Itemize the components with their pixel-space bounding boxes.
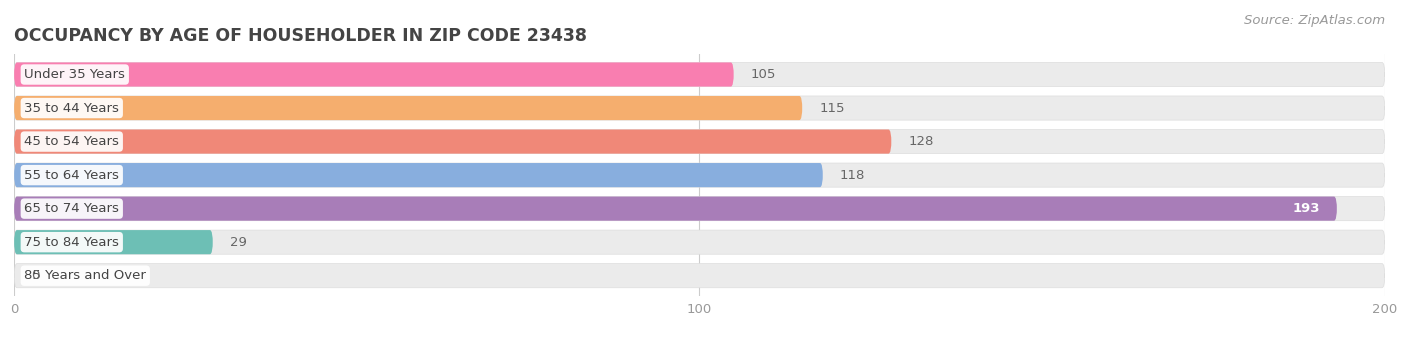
Text: 45 to 54 Years: 45 to 54 Years — [24, 135, 120, 148]
Text: 193: 193 — [1292, 202, 1320, 215]
Text: 29: 29 — [231, 236, 247, 249]
FancyBboxPatch shape — [14, 264, 1385, 288]
Text: 118: 118 — [839, 169, 865, 182]
FancyBboxPatch shape — [14, 130, 891, 154]
Text: 128: 128 — [908, 135, 934, 148]
FancyBboxPatch shape — [14, 197, 1337, 221]
Text: 55 to 64 Years: 55 to 64 Years — [24, 169, 120, 182]
Text: OCCUPANCY BY AGE OF HOUSEHOLDER IN ZIP CODE 23438: OCCUPANCY BY AGE OF HOUSEHOLDER IN ZIP C… — [14, 27, 588, 45]
FancyBboxPatch shape — [14, 163, 1385, 187]
Text: Under 35 Years: Under 35 Years — [24, 68, 125, 81]
FancyBboxPatch shape — [14, 163, 823, 187]
Text: 115: 115 — [820, 102, 845, 115]
FancyBboxPatch shape — [14, 96, 1385, 120]
FancyBboxPatch shape — [14, 197, 1385, 221]
FancyBboxPatch shape — [14, 63, 1385, 87]
FancyBboxPatch shape — [14, 96, 803, 120]
Text: 75 to 84 Years: 75 to 84 Years — [24, 236, 120, 249]
Text: 65 to 74 Years: 65 to 74 Years — [24, 202, 120, 215]
FancyBboxPatch shape — [14, 230, 212, 254]
Text: 0: 0 — [31, 269, 39, 282]
Text: 105: 105 — [751, 68, 776, 81]
FancyBboxPatch shape — [14, 230, 1385, 254]
Text: Source: ZipAtlas.com: Source: ZipAtlas.com — [1244, 14, 1385, 27]
FancyBboxPatch shape — [14, 63, 734, 87]
FancyBboxPatch shape — [14, 130, 1385, 154]
Text: 35 to 44 Years: 35 to 44 Years — [24, 102, 120, 115]
Text: 85 Years and Over: 85 Years and Over — [24, 269, 146, 282]
